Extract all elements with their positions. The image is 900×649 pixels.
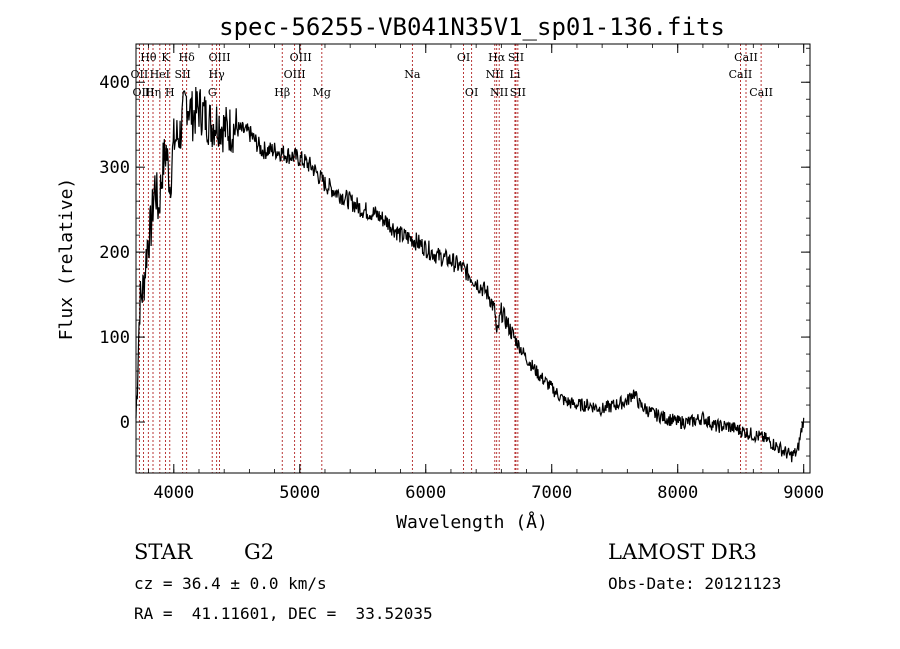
x-tick-label-1: 5000 bbox=[279, 483, 320, 503]
spectral-line-label-9: OIII bbox=[208, 51, 230, 64]
y-tick-label-0: 0 bbox=[120, 413, 130, 433]
spectral-line-label-24: SII bbox=[510, 86, 526, 99]
spectral-line-label-0: Hθ bbox=[140, 51, 157, 64]
spectral-line-label-3: K bbox=[161, 51, 170, 64]
spectral-line-label-5: Hη bbox=[145, 86, 161, 99]
spectral-line-label-18: OI bbox=[465, 86, 478, 99]
spectral-line-labels: Hθ OII OIII K HeI Hη SII H Hδ OIII Hγ G Hβ OIII OIII Mg… bbox=[131, 51, 773, 99]
spectral-line-label-10: Hγ bbox=[209, 68, 226, 81]
spectral-line-label-1: OII bbox=[131, 68, 149, 81]
spectrum-series-line bbox=[135, 86, 805, 463]
coordinates: RA = 41.11601, DEC = 33.52035 bbox=[134, 604, 433, 623]
spectral-line-label-22: SII bbox=[508, 51, 524, 64]
x-axis-label: Wavelength (Å) bbox=[396, 511, 548, 533]
spectral-line-label-7: H bbox=[165, 86, 175, 99]
spectral-lines bbox=[138, 44, 762, 473]
spectral-line-label-4: HeI bbox=[150, 68, 170, 81]
spectral-line-label-6: SII bbox=[174, 68, 190, 81]
subclass-label: G2 bbox=[244, 540, 275, 564]
spectral-line-label-13: OIII bbox=[284, 68, 306, 81]
spectral-line-label-25: CaII bbox=[729, 68, 753, 81]
spectral-line-label-11: G bbox=[208, 86, 217, 99]
x-tick-label-5: 9000 bbox=[783, 483, 824, 503]
spectral-line-label-26: CaII bbox=[734, 51, 758, 64]
class-label: STAR bbox=[134, 540, 193, 564]
spectral-line-label-16: Na bbox=[404, 68, 421, 81]
spectral-line-label-27: CaII bbox=[749, 86, 773, 99]
y-tick-label-1: 100 bbox=[99, 328, 130, 348]
x-tick-label-0: 4000 bbox=[153, 483, 194, 503]
x-tick-label-2: 6000 bbox=[405, 483, 446, 503]
cz-value: cz = 36.4 ± 0.0 km/s bbox=[134, 574, 327, 593]
spectral-line-label-15: Mg bbox=[313, 86, 331, 99]
x-tick-label-4: 8000 bbox=[657, 483, 698, 503]
spectral-line-label-8: Hδ bbox=[179, 51, 196, 64]
spectral-line-label-12: Hβ bbox=[274, 86, 290, 99]
spectral-line-label-20: NII bbox=[490, 86, 508, 99]
spectral-line-label-2: OIII bbox=[133, 86, 155, 99]
chart-title: spec-56255-VB041N35V1_sp01-136.fits bbox=[219, 13, 725, 41]
axis-ticks: 4000 5000 6000 7000 8000 9000 0 100 200 300 400 bbox=[99, 44, 824, 503]
y-tick-label-4: 400 bbox=[99, 73, 130, 93]
survey-label: LAMOST DR3 bbox=[608, 540, 757, 564]
spectral-line-label-19: NII bbox=[486, 68, 504, 81]
spectral-line-label-14: OIII bbox=[290, 51, 312, 64]
y-axis-label: Flux (relative) bbox=[56, 178, 77, 341]
y-tick-label-2: 200 bbox=[99, 243, 130, 263]
spectral-line-label-17: OI bbox=[457, 51, 470, 64]
plot-frame bbox=[135, 43, 811, 474]
spectral-line-label-23: Li bbox=[510, 68, 521, 81]
y-tick-label-3: 300 bbox=[99, 158, 130, 178]
spectral-line-label-21: Hα bbox=[488, 51, 506, 64]
obs-date: Obs-Date: 20121123 bbox=[608, 574, 782, 593]
x-tick-label-3: 7000 bbox=[531, 483, 572, 503]
